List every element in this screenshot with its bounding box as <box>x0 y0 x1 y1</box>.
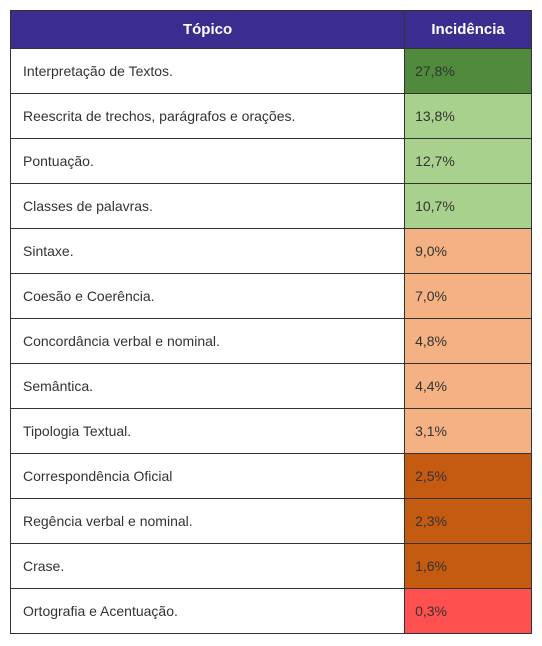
topic-cell: Semântica. <box>11 364 405 409</box>
incidence-cell: 7,0% <box>405 274 532 319</box>
incidence-cell: 1,6% <box>405 544 532 589</box>
incidence-cell: 12,7% <box>405 139 532 184</box>
incidence-cell: 13,8% <box>405 94 532 139</box>
topic-cell: Correspondência Oficial <box>11 454 405 499</box>
incidence-cell: 9,0% <box>405 229 532 274</box>
topic-cell: Concordância verbal e nominal. <box>11 319 405 364</box>
topic-cell: Crase. <box>11 544 405 589</box>
table-row: Interpretação de Textos.27,8% <box>11 49 532 94</box>
incidence-cell: 10,7% <box>405 184 532 229</box>
incidence-cell: 0,3% <box>405 589 532 634</box>
topic-cell: Pontuação. <box>11 139 405 184</box>
topic-cell: Tipologia Textual. <box>11 409 405 454</box>
table-row: Coesão e Coerência.7,0% <box>11 274 532 319</box>
topic-cell: Regência verbal e nominal. <box>11 499 405 544</box>
topic-cell: Reescrita de trechos, parágrafos e oraçõ… <box>11 94 405 139</box>
header-incidence: Incidência <box>405 11 532 49</box>
topic-cell: Classes de palavras. <box>11 184 405 229</box>
topic-cell: Ortografia e Acentuação. <box>11 589 405 634</box>
incidence-cell: 4,8% <box>405 319 532 364</box>
incidence-cell: 27,8% <box>405 49 532 94</box>
table-header-row: Tópico Incidência <box>11 11 532 49</box>
topic-cell: Sintaxe. <box>11 229 405 274</box>
incidence-cell: 2,3% <box>405 499 532 544</box>
table-row: Reescrita de trechos, parágrafos e oraçõ… <box>11 94 532 139</box>
table-row: Classes de palavras.10,7% <box>11 184 532 229</box>
topic-cell: Coesão e Coerência. <box>11 274 405 319</box>
incidence-cell: 3,1% <box>405 409 532 454</box>
table-row: Tipologia Textual.3,1% <box>11 409 532 454</box>
incidence-cell: 4,4% <box>405 364 532 409</box>
table-row: Pontuação.12,7% <box>11 139 532 184</box>
table-row: Sintaxe.9,0% <box>11 229 532 274</box>
incidence-table: Tópico Incidência Interpretação de Texto… <box>10 10 532 634</box>
table-row: Correspondência Oficial2,5% <box>11 454 532 499</box>
header-topic: Tópico <box>11 11 405 49</box>
table-row: Regência verbal e nominal.2,3% <box>11 499 532 544</box>
table-row: Concordância verbal e nominal.4,8% <box>11 319 532 364</box>
topic-cell: Interpretação de Textos. <box>11 49 405 94</box>
table-body: Interpretação de Textos.27,8%Reescrita d… <box>11 49 532 634</box>
table-row: Crase.1,6% <box>11 544 532 589</box>
table-row: Ortografia e Acentuação.0,3% <box>11 589 532 634</box>
incidence-cell: 2,5% <box>405 454 532 499</box>
table-row: Semântica.4,4% <box>11 364 532 409</box>
